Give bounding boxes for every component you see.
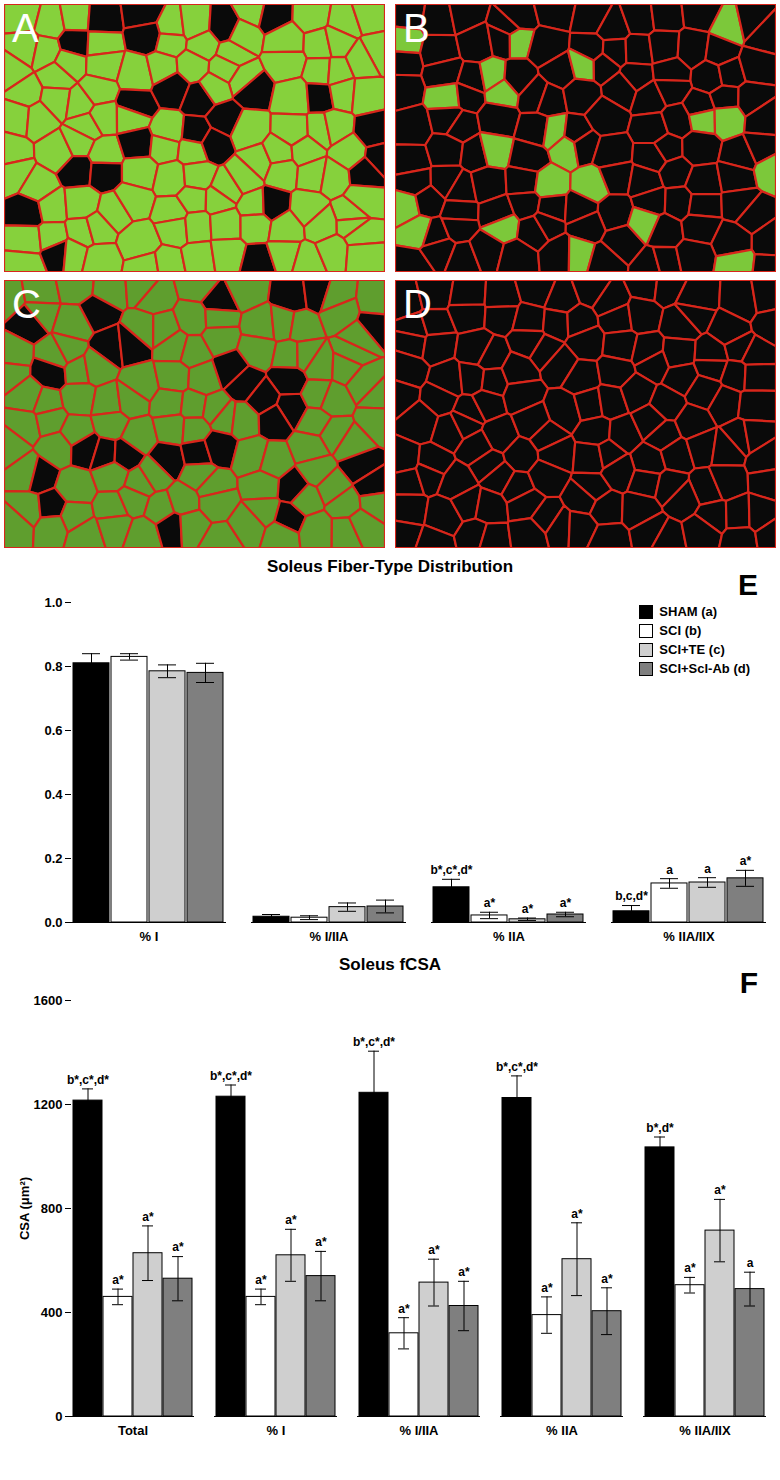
svg-text:a*: a*: [484, 896, 496, 910]
svg-text:% I/IIA: % I/IIA: [399, 1423, 439, 1438]
svg-text:b*,c*,d*: b*,c*,d*: [496, 1060, 538, 1074]
svg-text:% I: % I: [267, 1423, 286, 1438]
svg-text:a*: a*: [112, 1273, 124, 1287]
html-text:F: F: [739, 966, 758, 999]
svg-text:a*: a*: [571, 1207, 583, 1221]
svg-text:b,c,d*: b,c,d*: [615, 889, 648, 903]
svg-text:% IIA/IIX: % IIA/IIX: [663, 929, 715, 944]
svg-text:0.6: 0.6: [44, 723, 62, 738]
svg-text:0.8: 0.8: [44, 659, 62, 674]
svg-text:0: 0: [55, 1409, 62, 1424]
svg-text:b*,c*,d*: b*,c*,d*: [210, 1069, 252, 1083]
svg-text:0.2: 0.2: [44, 851, 62, 866]
html-text:SCI+TE (c): SCI+TE (c): [659, 642, 725, 657]
svg-text:Total: Total: [118, 1423, 148, 1438]
svg-text:a: a: [666, 863, 673, 877]
svg-text:0.0: 0.0: [44, 915, 62, 930]
svg-text:% I: % I: [140, 929, 159, 944]
html-text:B: B: [403, 6, 430, 50]
svg-text:800: 800: [41, 1201, 63, 1216]
svg-text:% IIA/IIX: % IIA/IIX: [679, 1423, 731, 1438]
svg-text:a*: a*: [714, 1183, 726, 1197]
svg-text:a*: a*: [398, 1302, 410, 1316]
svg-text:a*: a*: [560, 896, 572, 910]
svg-text:a: a: [747, 1256, 754, 1270]
html-text:SHAM (a): SHAM (a): [659, 604, 718, 619]
html-text:A: A: [12, 6, 39, 50]
html-text:D: D: [403, 282, 432, 326]
svg-text:a*: a*: [458, 1265, 470, 1279]
svg-text:a*: a*: [740, 854, 752, 868]
svg-text:1200: 1200: [34, 1097, 63, 1112]
svg-text:a*: a*: [601, 1272, 613, 1286]
svg-text:1.0: 1.0: [44, 595, 62, 610]
html-text:C: C: [12, 282, 41, 326]
svg-text:b*,d*: b*,d*: [646, 1121, 674, 1135]
html-text:Soleus Fiber-Type Distribution: Soleus Fiber-Type Distribution: [266, 557, 514, 576]
svg-text:a*: a*: [285, 1213, 297, 1227]
html-text:Soleus fCSA: Soleus fCSA: [339, 955, 441, 974]
svg-text:% IIA: % IIA: [493, 929, 525, 944]
svg-text:% IIA: % IIA: [546, 1423, 578, 1438]
html-text:E: E: [738, 568, 758, 601]
svg-text:a*: a*: [541, 1281, 553, 1295]
svg-text:a*: a*: [315, 1235, 327, 1249]
svg-text:CSA (μm²): CSA (μm²): [17, 1177, 32, 1240]
html-text:SCI (b): SCI (b): [659, 623, 702, 638]
svg-text:a*: a*: [142, 1210, 154, 1224]
svg-text:a*: a*: [684, 1261, 696, 1275]
svg-text:b*,c*,d*: b*,c*,d*: [67, 1073, 109, 1087]
svg-text:1600: 1600: [34, 993, 63, 1008]
svg-text:a*: a*: [428, 1243, 440, 1257]
svg-text:a*: a*: [522, 902, 534, 916]
svg-text:% I/IIA: % I/IIA: [309, 929, 349, 944]
svg-text:b*,c*,d*: b*,c*,d*: [430, 863, 472, 877]
svg-text:a: a: [704, 862, 711, 876]
svg-text:400: 400: [41, 1305, 63, 1320]
svg-text:a*: a*: [172, 1240, 184, 1254]
svg-text:a*: a*: [255, 1273, 267, 1287]
html-text:SCI+Scl-Ab (d): SCI+Scl-Ab (d): [659, 661, 750, 676]
svg-text:b*,c*,d*: b*,c*,d*: [353, 1035, 395, 1049]
svg-text:0.4: 0.4: [44, 787, 63, 802]
